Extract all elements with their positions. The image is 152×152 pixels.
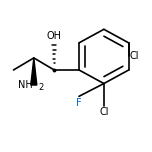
Text: OH: OH (47, 31, 62, 41)
Text: Cl: Cl (99, 107, 109, 117)
Text: Cl: Cl (130, 51, 139, 61)
Text: NH: NH (18, 80, 33, 90)
Text: F: F (76, 98, 82, 108)
Polygon shape (31, 58, 37, 85)
Text: 2: 2 (38, 83, 43, 92)
